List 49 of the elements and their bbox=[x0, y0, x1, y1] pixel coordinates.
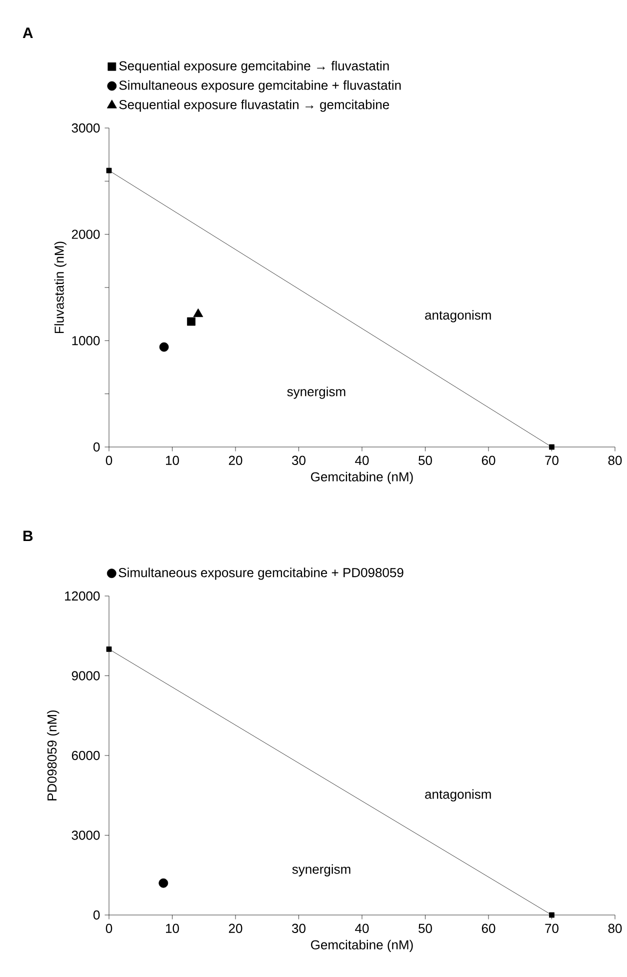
x-tick-label: 10 bbox=[166, 924, 179, 933]
x-tick-label: 20 bbox=[228, 456, 242, 465]
x-tick-label: 60 bbox=[482, 456, 496, 465]
x-tick-label: 20 bbox=[228, 924, 242, 933]
y-axis-title: Fluvastatin (nM) bbox=[54, 242, 66, 334]
point bbox=[158, 878, 168, 888]
point bbox=[106, 646, 112, 652]
x-tick-label: 80 bbox=[608, 924, 622, 933]
annotation: antagonism bbox=[425, 310, 491, 322]
x-tick-label: 30 bbox=[292, 924, 306, 933]
y-tick-label: 0 bbox=[93, 442, 100, 452]
point bbox=[106, 168, 112, 174]
point bbox=[549, 912, 554, 918]
x-tick-label: 70 bbox=[545, 456, 558, 465]
point bbox=[549, 444, 554, 450]
y-axis-title: PD098059 (nM) bbox=[47, 710, 60, 800]
x-tick-label: 30 bbox=[292, 456, 306, 465]
x-tick-label: 50 bbox=[418, 924, 432, 933]
x-tick-label: 40 bbox=[355, 456, 369, 465]
point bbox=[159, 342, 169, 352]
legend-label: Simultaneous exposure gemcitabine + fluvastatin bbox=[119, 80, 401, 92]
y-tick-label: 12000 bbox=[65, 591, 100, 601]
legend-label: Sequential exposure fluvastatin → gemcitabine bbox=[119, 100, 390, 112]
x-tick-label: 70 bbox=[545, 924, 558, 933]
y-tick-label: 9000 bbox=[72, 671, 100, 680]
x-tick-label: 50 bbox=[418, 456, 432, 465]
x-axis-title: Gemcitabine (nM) bbox=[311, 472, 413, 484]
x-tick-label: 80 bbox=[608, 456, 622, 465]
annotation: synergism bbox=[292, 864, 350, 876]
y-tick-label: 6000 bbox=[72, 750, 100, 760]
chart-title: A bbox=[22, 28, 33, 38]
point bbox=[193, 308, 204, 318]
y-tick-label: 3000 bbox=[72, 830, 100, 840]
y-tick-label: 1000 bbox=[72, 336, 100, 346]
y-tick-label: 0 bbox=[93, 910, 100, 920]
chart-title: B bbox=[23, 530, 33, 542]
x-tick-label: 10 bbox=[166, 456, 179, 465]
annotation: antagonism bbox=[425, 789, 491, 802]
y-tick-label: 3000 bbox=[72, 123, 100, 133]
x-tick-label: 0 bbox=[106, 924, 112, 933]
x-tick-label: 0 bbox=[106, 456, 112, 465]
x-tick-label: 60 bbox=[482, 924, 496, 933]
x-tick-label: 40 bbox=[355, 924, 369, 933]
annotation: synergism bbox=[287, 386, 346, 399]
y-tick-label: 2000 bbox=[72, 230, 100, 239]
legend-label: Sequential exposure gemcitabine → fluvastatin bbox=[119, 60, 389, 74]
x-axis-title: Gemcitabine (nM) bbox=[311, 940, 413, 952]
legend-label: Simultaneous exposure gemcitabine + PD098059 bbox=[118, 568, 404, 580]
point bbox=[187, 317, 196, 326]
